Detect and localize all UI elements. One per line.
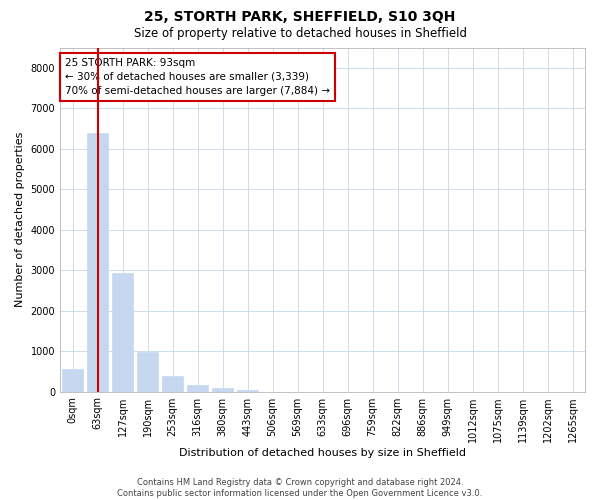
Y-axis label: Number of detached properties: Number of detached properties [15, 132, 25, 307]
X-axis label: Distribution of detached houses by size in Sheffield: Distribution of detached houses by size … [179, 448, 466, 458]
Text: 25, STORTH PARK, SHEFFIELD, S10 3QH: 25, STORTH PARK, SHEFFIELD, S10 3QH [145, 10, 455, 24]
Text: Size of property relative to detached houses in Sheffield: Size of property relative to detached ho… [133, 28, 467, 40]
Bar [212, 388, 233, 392]
Text: Contains HM Land Registry data © Crown copyright and database right 2024.
Contai: Contains HM Land Registry data © Crown c… [118, 478, 482, 498]
Bar [237, 390, 258, 392]
Text: 25 STORTH PARK: 93sqm
← 30% of detached houses are smaller (3,339)
70% of semi-d: 25 STORTH PARK: 93sqm ← 30% of detached … [65, 58, 330, 96]
Bar [187, 385, 208, 392]
Bar [62, 369, 83, 392]
Bar [137, 352, 158, 392]
Bar [87, 134, 108, 392]
Bar [162, 376, 183, 392]
Bar [112, 274, 133, 392]
